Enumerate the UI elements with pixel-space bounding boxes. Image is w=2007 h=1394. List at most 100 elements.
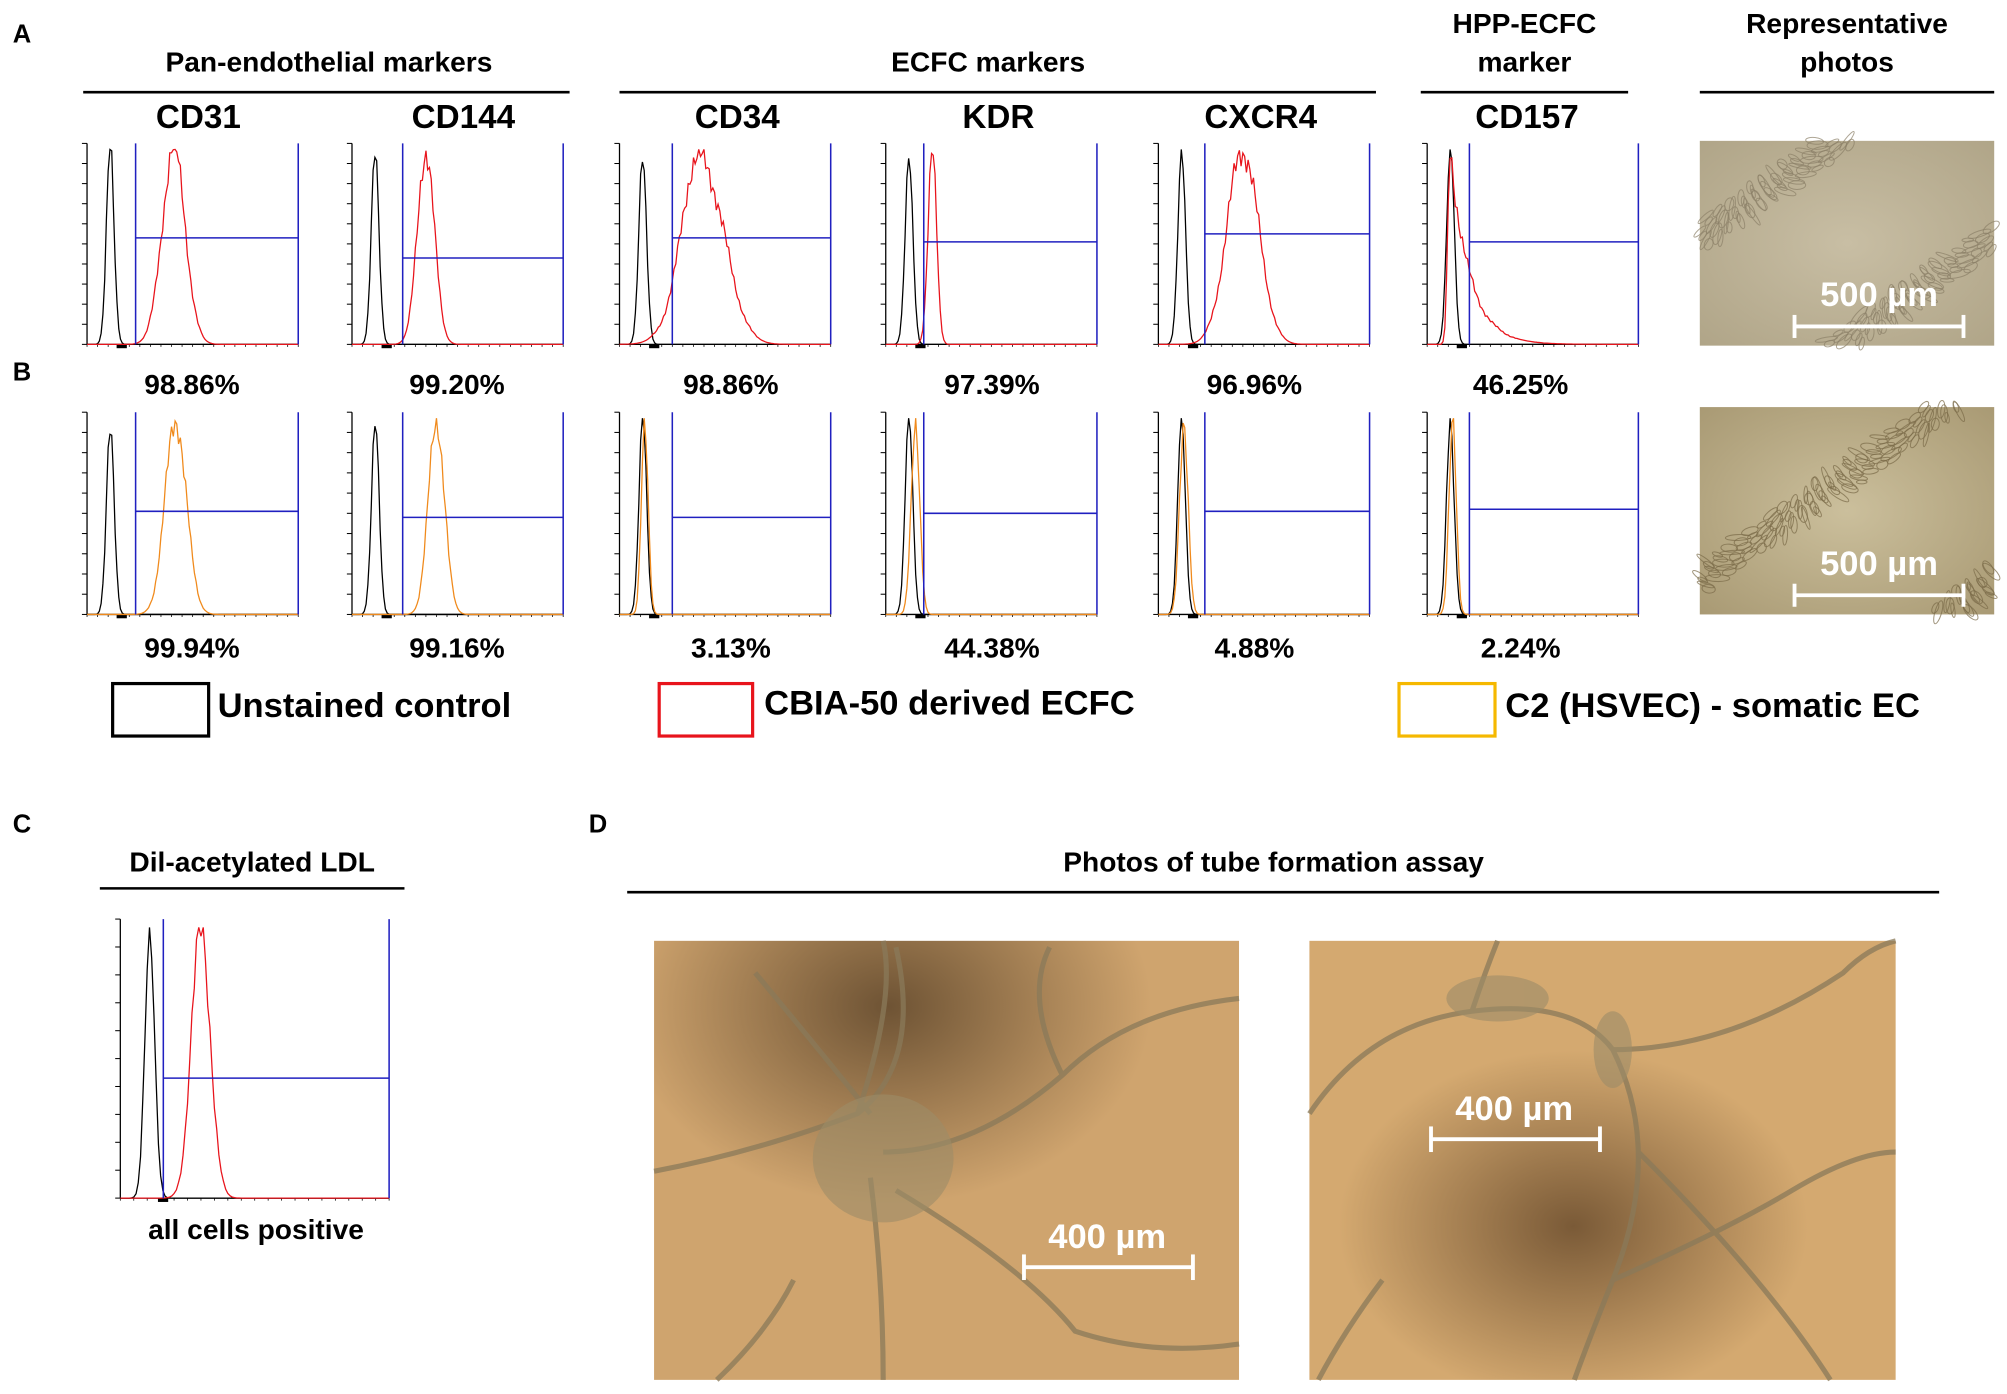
- group-title: Representative: [1746, 8, 1948, 39]
- cell: [1931, 602, 1940, 614]
- cell: [1782, 177, 1806, 185]
- marker: [1456, 344, 1467, 349]
- cell: [1807, 160, 1822, 168]
- cell: [1844, 320, 1862, 342]
- cell: [1740, 195, 1748, 209]
- cell: [1797, 504, 1808, 523]
- cell: [1982, 560, 1995, 575]
- control-curve: [885, 158, 1097, 346]
- cell: [1937, 272, 1952, 280]
- cell: [1935, 251, 1959, 263]
- control-curve: [87, 433, 299, 616]
- histogram: [1153, 411, 1371, 619]
- cell: [1876, 459, 1889, 470]
- cell: [1810, 145, 1831, 153]
- cell: [1885, 430, 1904, 440]
- cell: [1733, 537, 1749, 547]
- control-curve: [1427, 149, 1639, 346]
- cell: [1829, 141, 1848, 161]
- sample-curve: [351, 150, 564, 346]
- marker: [381, 344, 392, 349]
- cell: [1718, 209, 1729, 229]
- group-title: marker: [1478, 46, 1572, 77]
- cell: [1737, 189, 1745, 207]
- sample-curve: [619, 149, 831, 346]
- cell: [1924, 409, 1935, 423]
- sample-curve: [885, 152, 1097, 346]
- scale-label: 500 µm: [1820, 545, 1938, 583]
- cell: [1961, 237, 1974, 243]
- cell: [1920, 275, 1945, 290]
- control-curve: [1158, 418, 1370, 616]
- photo: [1699, 140, 1995, 346]
- cell: [1928, 257, 1943, 270]
- cell: [1765, 164, 1782, 185]
- histogram: [1153, 142, 1371, 349]
- percent-positive: 97.39%: [944, 369, 1039, 400]
- percent-positive: 99.94%: [144, 633, 239, 664]
- cell: [1784, 510, 1792, 522]
- panel-labels: A B C D: [13, 21, 607, 839]
- cell: [1899, 304, 1907, 315]
- cell: [1872, 312, 1880, 325]
- cell: [1969, 590, 1984, 605]
- cell: [1912, 416, 1923, 428]
- cell: [1949, 266, 1963, 274]
- cell: [1947, 262, 1959, 268]
- cell: [1712, 203, 1723, 218]
- cell: [1883, 302, 1893, 322]
- cell: [1703, 238, 1714, 251]
- cell: [1790, 158, 1804, 166]
- cell: [1693, 225, 1707, 238]
- cell: [1879, 297, 1886, 310]
- marker: [649, 614, 660, 619]
- cell: [1847, 447, 1870, 461]
- cell: [1761, 525, 1774, 541]
- marker: [649, 344, 660, 349]
- histograms: [81, 142, 1640, 1202]
- cell: [1697, 209, 1714, 225]
- histogram: [115, 918, 390, 1202]
- panel-c: Dil-acetylated LDL all cells positive: [99, 846, 405, 1245]
- cell: [1865, 449, 1882, 455]
- percent-positive: 96.96%: [1207, 369, 1302, 400]
- group-title: Pan-endothelial markers: [166, 46, 493, 77]
- photo: [1699, 407, 1995, 615]
- cell: [1709, 221, 1720, 238]
- cell: [1776, 158, 1788, 170]
- cell: [1887, 283, 1895, 302]
- cell: [1842, 455, 1852, 466]
- cell: [1909, 273, 1920, 288]
- group-title: photos: [1800, 46, 1894, 77]
- cell: [1861, 464, 1874, 470]
- marker-name: CD31: [156, 99, 241, 136]
- cell: [1854, 332, 1863, 347]
- histogram: [346, 142, 564, 349]
- cell: [1952, 401, 1960, 413]
- cell: [1835, 333, 1853, 350]
- cell: [1823, 156, 1835, 168]
- marker: [157, 1198, 169, 1202]
- cell: [1787, 153, 1801, 162]
- histogram: [1422, 142, 1640, 349]
- percent-positive: 98.86%: [683, 369, 778, 400]
- caption: all cells positive: [148, 1214, 364, 1245]
- cell: [1749, 184, 1756, 199]
- percent-positive: 3.13%: [691, 633, 771, 664]
- sample-curve: [351, 418, 564, 616]
- scale-label: 400 µm: [1455, 1090, 1573, 1128]
- cell: [1850, 329, 1861, 341]
- cell: [1720, 543, 1739, 553]
- cell: [1724, 197, 1735, 212]
- cell: [1946, 268, 1971, 279]
- cell: [1805, 136, 1825, 145]
- cell: [1704, 216, 1713, 226]
- cell: [1810, 476, 1819, 492]
- cell: [1927, 406, 1937, 433]
- cell-cluster: [812, 975, 1632, 1223]
- cell: [1964, 578, 1971, 591]
- cell: [1735, 541, 1753, 551]
- marker: [116, 614, 127, 619]
- panel-label: C: [13, 810, 31, 838]
